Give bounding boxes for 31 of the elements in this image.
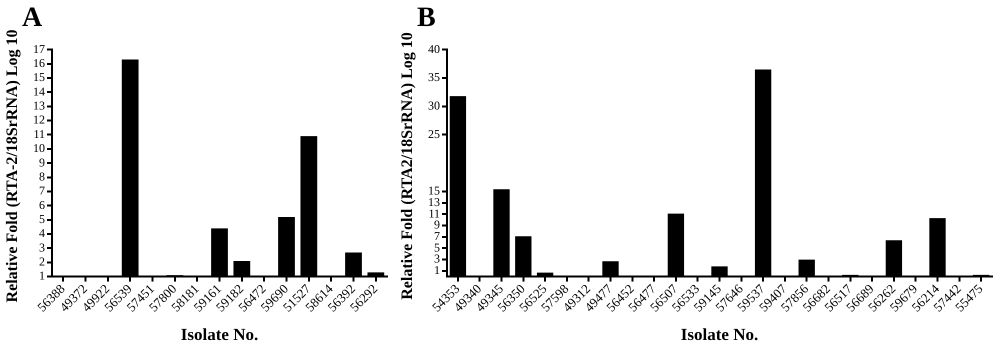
y-tick-label: 1 [39,268,45,283]
y-tick-label: 12 [33,112,45,127]
y-tick-label: 13 [33,98,45,113]
y-tick-label: 3 [39,240,45,254]
y-tick-label: 1 [434,263,440,278]
y-tick-label: 40 [428,42,440,56]
chart-title: B [417,2,436,34]
y-tick-label: 4 [39,226,45,240]
y-tick-label: 3 [434,252,440,266]
y-tick-label: 9 [39,155,45,170]
y-tick-label: 8 [39,169,45,184]
x-axis-title: Isolate No. [680,325,758,344]
y-tick-label: 16 [33,56,45,70]
y-tick-label: 30 [428,98,440,113]
y-tick-label: 11 [33,126,45,141]
y-tick-label: 17 [33,42,45,56]
y-tick-label: 15 [33,70,45,84]
y-axis-title: Relative Fold (RTA-2/18SrRNA) Log 10 [4,30,22,302]
y-tick-label: 7 [39,184,45,198]
y-tick-label: 25 [428,126,440,141]
y-axis-title: Relative Fold (RTA2/18SrRNA) Log 10 [399,32,417,300]
y-tick-label: 10 [33,141,45,156]
y-tick-label: 2 [39,254,45,269]
y-tick-label: 35 [428,70,440,84]
chart-title: A [22,2,43,34]
y-tick-label: 5 [39,212,45,226]
y-tick-label: 14 [33,84,45,98]
x-axis-title: Isolate No. [180,325,258,344]
y-tick-label: 9 [434,218,440,232]
y-tick-label: 6 [39,198,45,212]
y-tick-label: 11 [428,206,440,220]
